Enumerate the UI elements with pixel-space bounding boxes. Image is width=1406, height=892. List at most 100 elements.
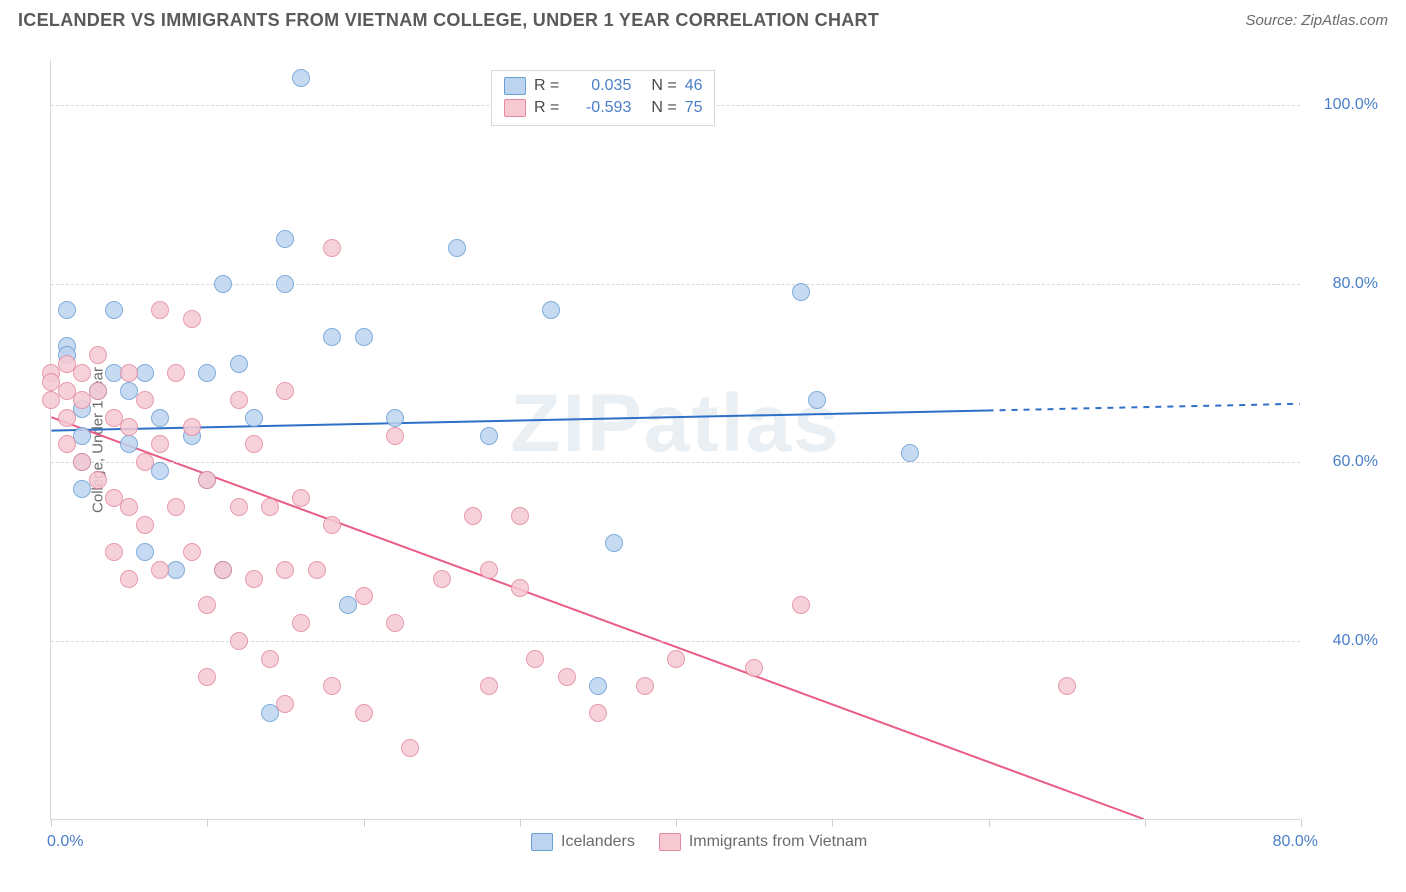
data-point: [167, 561, 185, 579]
r-label: R =: [534, 99, 559, 117]
data-point: [120, 498, 138, 516]
data-point: [401, 739, 419, 757]
data-point: [198, 471, 216, 489]
legend-swatch: [504, 77, 526, 95]
data-point: [136, 516, 154, 534]
data-point: [151, 561, 169, 579]
data-point: [120, 418, 138, 436]
data-point: [167, 498, 185, 516]
data-point: [58, 409, 76, 427]
gridline-h: [51, 284, 1300, 285]
data-point: [526, 650, 544, 668]
data-point: [183, 310, 201, 328]
data-point: [198, 364, 216, 382]
data-point: [261, 498, 279, 516]
data-point: [480, 427, 498, 445]
legend-series-item: Immigrants from Vietnam: [659, 833, 867, 851]
data-point: [292, 614, 310, 632]
data-point: [448, 239, 466, 257]
x-axis-max-label: 80.0%: [1273, 833, 1318, 851]
data-point: [151, 409, 169, 427]
n-label: N =: [651, 99, 676, 117]
data-point: [276, 561, 294, 579]
r-label: R =: [534, 77, 559, 95]
data-point: [73, 427, 91, 445]
chart-title: ICELANDER VS IMMIGRANTS FROM VIETNAM COL…: [18, 10, 879, 31]
data-point: [183, 543, 201, 561]
r-value: -0.593: [567, 99, 631, 117]
plot-area: College, Under 1 year ZIPatlas R =0.035N…: [50, 60, 1300, 820]
data-point: [151, 462, 169, 480]
n-label: N =: [651, 77, 676, 95]
data-point: [323, 516, 341, 534]
data-point: [605, 534, 623, 552]
data-point: [558, 668, 576, 686]
data-point: [151, 301, 169, 319]
data-point: [355, 587, 373, 605]
correlation-legend: R =0.035N =46R =-0.593N =75: [491, 70, 715, 126]
source-attribution: Source: ZipAtlas.com: [1245, 12, 1388, 29]
y-tick-label: 60.0%: [1333, 453, 1378, 471]
data-point: [214, 275, 232, 293]
data-point: [386, 614, 404, 632]
data-point: [589, 677, 607, 695]
watermark: ZIPatlas: [510, 377, 840, 471]
data-point: [292, 489, 310, 507]
data-point: [355, 704, 373, 722]
data-point: [105, 543, 123, 561]
data-point: [89, 346, 107, 364]
data-point: [355, 328, 373, 346]
data-point: [745, 659, 763, 677]
data-point: [1058, 677, 1076, 695]
y-tick-label: 100.0%: [1324, 96, 1378, 114]
x-tick: [832, 819, 833, 827]
y-tick-label: 80.0%: [1333, 275, 1378, 293]
data-point: [276, 382, 294, 400]
data-point: [276, 695, 294, 713]
data-point: [136, 364, 154, 382]
data-point: [89, 382, 107, 400]
n-value: 75: [685, 99, 703, 117]
data-point: [323, 239, 341, 257]
data-point: [214, 561, 232, 579]
data-point: [480, 561, 498, 579]
data-point: [230, 632, 248, 650]
legend-correlation-row: R = -0.593 N = 75: [504, 97, 702, 119]
data-point: [105, 301, 123, 319]
data-point: [230, 498, 248, 516]
x-tick: [1145, 819, 1146, 827]
data-point: [667, 650, 685, 668]
data-point: [792, 283, 810, 301]
data-point: [198, 596, 216, 614]
x-tick: [51, 819, 52, 827]
legend-swatch: [504, 99, 526, 117]
x-tick: [520, 819, 521, 827]
gridline-h: [51, 462, 1300, 463]
series-legend: Icelanders Immigrants from Vietnam: [531, 833, 867, 851]
data-point: [136, 391, 154, 409]
data-point: [433, 570, 451, 588]
data-point: [808, 391, 826, 409]
data-point: [73, 364, 91, 382]
legend-series-label: Icelanders: [561, 833, 635, 851]
data-point: [323, 328, 341, 346]
legend-series-item: Icelanders: [531, 833, 635, 851]
x-tick: [1301, 819, 1302, 827]
x-tick: [207, 819, 208, 827]
data-point: [136, 453, 154, 471]
data-point: [120, 364, 138, 382]
data-point: [245, 435, 263, 453]
data-point: [245, 570, 263, 588]
legend-series-label: Immigrants from Vietnam: [689, 833, 867, 851]
data-point: [89, 471, 107, 489]
data-point: [292, 69, 310, 87]
data-point: [73, 453, 91, 471]
data-point: [636, 677, 654, 695]
data-point: [386, 409, 404, 427]
data-point: [276, 275, 294, 293]
data-point: [136, 543, 154, 561]
x-tick: [989, 819, 990, 827]
data-point: [511, 579, 529, 597]
data-point: [589, 704, 607, 722]
data-point: [464, 507, 482, 525]
